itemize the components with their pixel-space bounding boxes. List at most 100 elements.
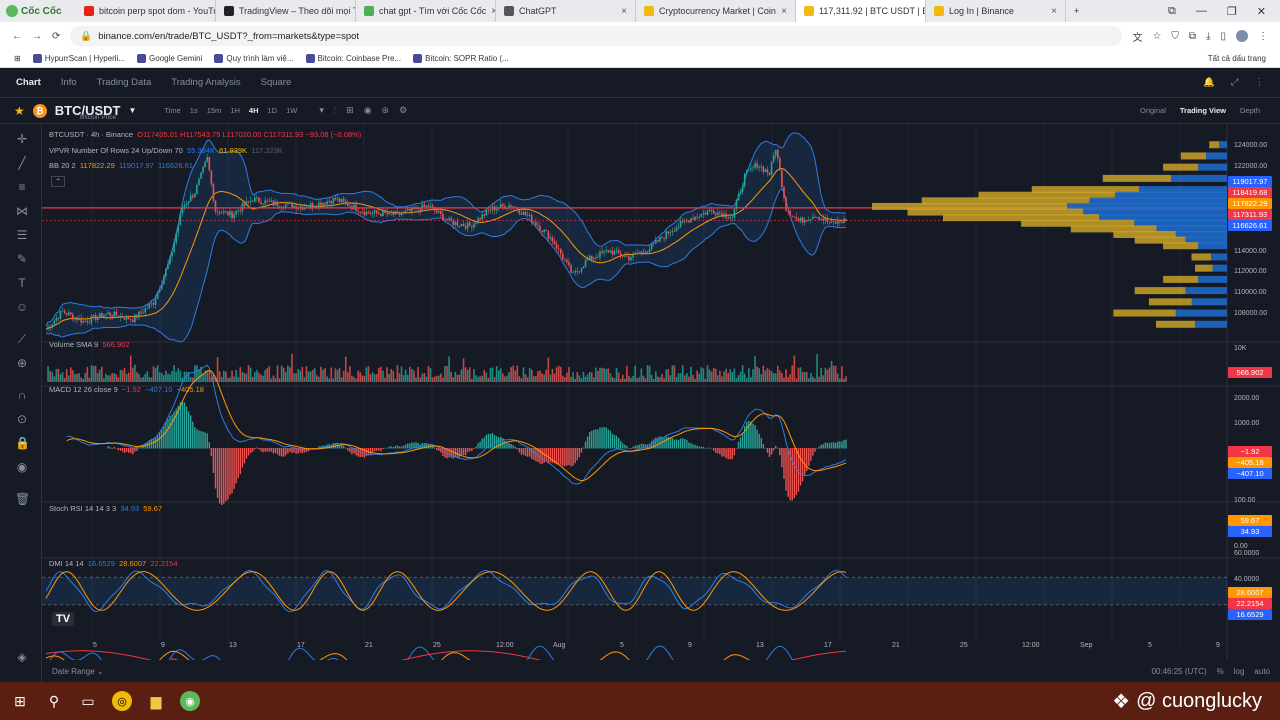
chevron-down-icon[interactable]: ▼ — [128, 106, 137, 115]
expand-icon[interactable]: ⤢ — [1230, 77, 1239, 88]
all-bookmarks[interactable]: Tất cả dấu trang — [1207, 54, 1266, 63]
ruler-icon[interactable]: ⟋ — [17, 332, 27, 346]
browser-taskbar-icon[interactable]: ◉ — [180, 691, 200, 711]
eye-icon[interactable]: ◉ — [16, 460, 28, 474]
crosshair-icon[interactable]: ✛ — [16, 132, 28, 146]
star-icon[interactable]: ☆ — [1152, 30, 1162, 42]
interval-dropdown-icon[interactable]: ▾ — [319, 105, 324, 115]
translate-icon[interactable]: 文 — [1132, 32, 1143, 44]
browser-tab[interactable]: 117,311.92 | BTC USDT | B× — [796, 0, 926, 22]
percent-toggle[interactable]: % — [1216, 666, 1224, 676]
browser-tab[interactable]: ChatGPT × — [496, 0, 636, 22]
interval-option[interactable]: 1s — [189, 106, 198, 115]
task-view-icon[interactable]: ▭ — [81, 692, 95, 709]
macd-hist-bar — [473, 448, 475, 449]
extensions-icon[interactable]: ⧉ — [1188, 30, 1197, 42]
browser-tab[interactable]: TradingView – Theo dõi mọi Th× — [216, 0, 356, 22]
settings-icon[interactable]: ⋮ — [1254, 77, 1265, 88]
fib-icon[interactable]: ≡ — [18, 180, 26, 194]
menu-icon[interactable]: ⋮ — [1258, 30, 1268, 42]
volume-bar — [834, 365, 837, 382]
emoji-icon[interactable]: ☺ — [15, 300, 29, 314]
interval-option[interactable]: 1H — [230, 106, 240, 115]
volume-bar — [206, 371, 209, 382]
interval-option[interactable]: 15m — [206, 106, 222, 115]
trendline-icon[interactable]: ╱ — [18, 156, 26, 170]
date-range-selector[interactable]: Date Range ⌄ — [52, 666, 104, 676]
view-option[interactable]: Trading View — [1179, 106, 1226, 115]
symbol-selector[interactable]: BTC/USDT — [54, 103, 121, 118]
browser-tab[interactable]: Log In | Binance × — [926, 0, 1066, 22]
browser-tab[interactable]: bitcoin perp spot dom - YouTu× — [76, 0, 216, 22]
favorite-star-icon[interactable]: ★ — [14, 103, 25, 118]
brush-icon[interactable]: ✎ — [16, 252, 28, 266]
restore-icon[interactable]: ⧉ — [1168, 4, 1176, 17]
candle-body — [743, 173, 746, 186]
reload-icon[interactable]: ⟳ — [52, 30, 61, 42]
minimize-icon[interactable]: — — [1195, 4, 1207, 17]
maximize-icon[interactable]: ❐ — [1226, 5, 1237, 18]
file-explorer-icon[interactable]: ▆ — [150, 692, 162, 709]
search-icon[interactable]: ⚲ — [48, 692, 60, 709]
tab-close-icon[interactable]: × — [781, 5, 787, 17]
profile-avatar[interactable] — [1236, 30, 1248, 42]
macd-hist-bar — [622, 443, 624, 449]
close-icon[interactable]: ✕ — [1256, 5, 1266, 18]
tab-close-icon[interactable]: × — [1051, 5, 1057, 17]
bell-icon[interactable]: 🔔 — [1203, 77, 1215, 88]
nav-tab[interactable]: Square — [260, 77, 292, 88]
compare-icon[interactable]: ⊞ — [346, 105, 354, 115]
interval-option[interactable]: Time — [164, 106, 181, 115]
magnet-icon[interactable]: ∩ — [17, 388, 27, 402]
candle-body — [330, 201, 333, 204]
collapse-legend-button[interactable]: ⌃ — [51, 176, 66, 187]
nav-tab[interactable]: Trading Analysis — [171, 77, 241, 88]
download-icon[interactable]: ⤓ — [1206, 30, 1211, 42]
camera-icon[interactable]: ◉ — [363, 105, 372, 115]
interval-option[interactable]: 1D — [267, 106, 278, 115]
lock-drawing-icon[interactable]: ⊙ — [16, 412, 28, 426]
bookmark-item[interactable]: Google Gemini — [137, 54, 202, 63]
chart-settings-icon[interactable]: ⚙ — [399, 105, 408, 115]
nav-tab[interactable]: Trading Data — [96, 77, 152, 88]
view-option[interactable]: Original — [1140, 106, 1166, 115]
browser-tab[interactable]: Cryptocurrency Market | Coin × — [636, 0, 796, 22]
chart-canvas[interactable] — [42, 124, 1280, 660]
forward-icon[interactable]: → — [32, 30, 42, 42]
pattern-icon[interactable]: ⋈ — [16, 204, 28, 218]
apps-icon[interactable]: ⊞ — [14, 54, 21, 63]
shield-icon[interactable]: ⛉ — [1171, 30, 1179, 42]
nav-tab[interactable]: Chart — [16, 77, 41, 88]
browser-logo[interactable]: Cốc Cốc — [0, 5, 76, 17]
app-icon[interactable]: ◎ — [112, 691, 132, 711]
view-option[interactable]: Depth — [1239, 106, 1260, 115]
zoom-icon[interactable]: ⊕ — [16, 356, 28, 370]
interval-option[interactable]: 1W — [286, 106, 298, 115]
bookmark-item[interactable]: Bitcoin: SOPR Ratio (... — [413, 54, 509, 63]
nav-tab[interactable]: Info — [60, 77, 77, 88]
alert-icon[interactable]: ⊛ — [381, 105, 390, 115]
projection-icon[interactable]: ☰ — [16, 228, 28, 242]
interval-option[interactable]: 4H — [248, 106, 259, 115]
bookmark-item[interactable]: HypurrScan | Hyperli... — [32, 54, 125, 63]
back-icon[interactable]: ← — [12, 30, 22, 42]
volume-bar — [365, 367, 368, 382]
url-field[interactable]: 🔒 binance.com/en/trade/BTC_USDT?_from=ma… — [70, 26, 1123, 46]
tab-close-icon[interactable]: × — [491, 6, 495, 17]
indicator-icon[interactable]: ⫶ — [333, 105, 337, 115]
browser-tab[interactable]: chat gpt - Tìm với Cốc Cốc × — [356, 0, 496, 22]
auto-toggle[interactable]: auto — [1254, 666, 1270, 676]
layers-icon[interactable]: ◈ — [17, 650, 27, 664]
bookmark-item[interactable]: Bitcoin: Coinbase Pre... — [305, 54, 401, 63]
log-toggle[interactable]: log — [1233, 666, 1245, 676]
trash-icon[interactable]: 🗑 — [15, 492, 31, 506]
new-tab-button[interactable]: + — [1074, 6, 1080, 16]
lock-icon[interactable]: 🔒 — [15, 436, 30, 450]
windows-start-icon[interactable]: ⊞ — [14, 692, 26, 709]
macd-tick: 2000.00 — [1234, 395, 1260, 402]
candle-body — [493, 206, 496, 211]
tab-close-icon[interactable]: × — [621, 5, 627, 17]
bookmark-item[interactable]: Quy trình làm việ... — [214, 54, 294, 63]
sidebar-icon[interactable]: ▯ — [1220, 30, 1226, 42]
text-icon[interactable]: T — [18, 276, 26, 290]
